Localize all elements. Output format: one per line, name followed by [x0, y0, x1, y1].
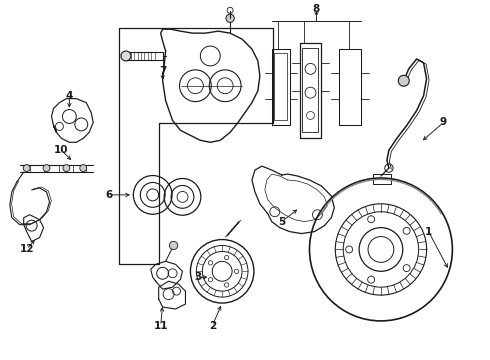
- Bar: [126, 52, 163, 60]
- Circle shape: [170, 241, 178, 249]
- Circle shape: [23, 165, 30, 172]
- Text: 8: 8: [313, 4, 320, 14]
- Bar: [301, 48, 319, 132]
- Circle shape: [43, 165, 50, 172]
- Bar: [274, 53, 287, 121]
- Text: 5: 5: [278, 217, 285, 227]
- Text: 12: 12: [20, 244, 34, 255]
- Circle shape: [63, 165, 70, 172]
- Text: 11: 11: [153, 321, 168, 331]
- Circle shape: [226, 14, 234, 22]
- Text: 3: 3: [195, 272, 202, 282]
- Text: 10: 10: [54, 145, 69, 155]
- Circle shape: [121, 51, 131, 61]
- Text: 7: 7: [159, 66, 166, 76]
- Text: 4: 4: [66, 91, 73, 101]
- Bar: [373, 174, 391, 184]
- Circle shape: [398, 75, 409, 86]
- Circle shape: [80, 165, 87, 172]
- Text: 6: 6: [105, 190, 113, 200]
- Text: 9: 9: [440, 117, 447, 127]
- Text: 1: 1: [425, 226, 432, 237]
- Text: 2: 2: [209, 321, 216, 331]
